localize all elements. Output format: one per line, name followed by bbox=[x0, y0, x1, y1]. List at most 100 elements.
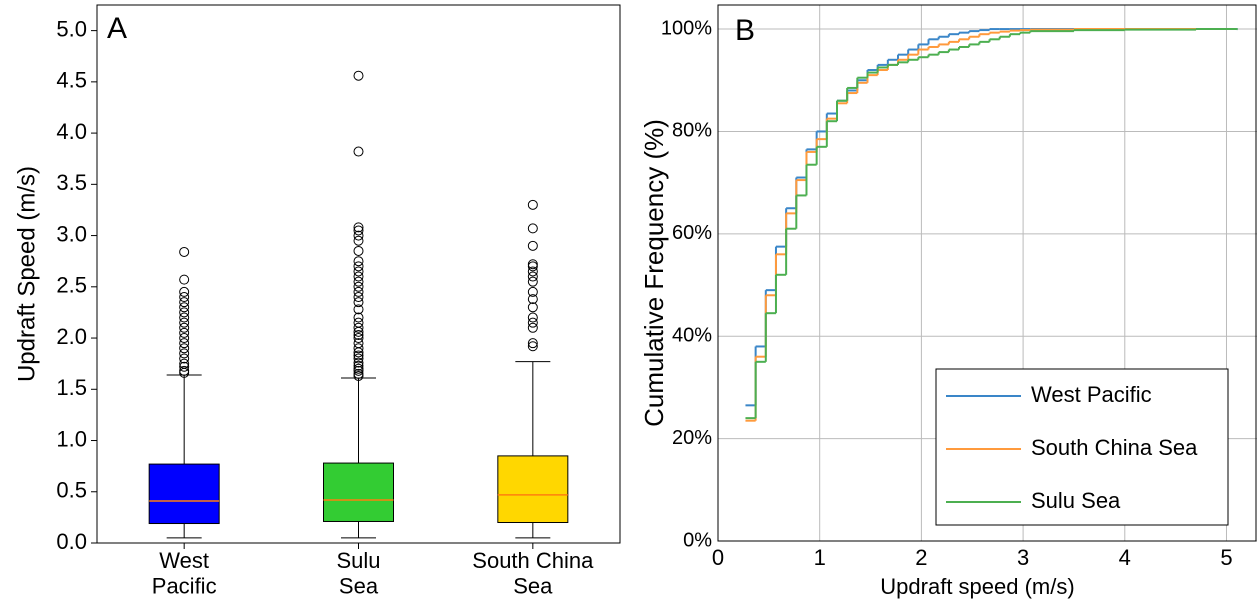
flier bbox=[179, 361, 190, 372]
y-tick-label: 80% bbox=[672, 120, 712, 142]
x-tick-label: 1 bbox=[814, 545, 826, 570]
flier bbox=[179, 274, 190, 285]
plot-frame bbox=[717, 4, 1257, 542]
x-tick-label: West Pacific bbox=[152, 548, 217, 598]
x-tick-label: 3 bbox=[1017, 545, 1029, 570]
y-tick-label: 0.5 bbox=[56, 478, 87, 503]
flier bbox=[353, 276, 364, 287]
legend-label: West Pacific bbox=[1031, 382, 1152, 407]
flier bbox=[527, 223, 538, 234]
flier bbox=[353, 261, 364, 272]
flier bbox=[179, 338, 190, 349]
y-tick-label: 4.0 bbox=[56, 119, 87, 144]
flier bbox=[353, 245, 364, 256]
flier bbox=[179, 302, 190, 313]
x-axis-title: Updraft speed (m/s) bbox=[880, 574, 1074, 599]
flier bbox=[353, 333, 364, 344]
x-tick-label: South China Sea bbox=[472, 548, 594, 598]
flier bbox=[179, 307, 190, 318]
flier bbox=[527, 199, 538, 210]
flier bbox=[179, 358, 190, 369]
flier bbox=[179, 322, 190, 333]
y-tick-label: 1.5 bbox=[56, 375, 87, 400]
flier bbox=[353, 266, 364, 277]
box bbox=[148, 463, 220, 525]
flier bbox=[353, 286, 364, 297]
y-axis-title: Cumulative Frequency (%) bbox=[639, 119, 669, 427]
x-tick-label: Sulu Sea bbox=[336, 548, 380, 598]
flier bbox=[179, 333, 190, 344]
flier bbox=[527, 294, 538, 305]
flier bbox=[527, 276, 538, 287]
flier bbox=[353, 312, 364, 323]
flier bbox=[179, 327, 190, 338]
flier bbox=[353, 281, 364, 292]
y-tick-label: 40% bbox=[672, 325, 712, 347]
flier bbox=[353, 271, 364, 282]
flier bbox=[353, 225, 364, 236]
flier bbox=[527, 317, 538, 328]
y-tick-label: 60% bbox=[672, 222, 712, 244]
box bbox=[497, 455, 569, 524]
flier bbox=[179, 343, 190, 354]
flier bbox=[527, 261, 538, 272]
x-tick-label: 5 bbox=[1220, 545, 1232, 570]
legend-label: Sulu Sea bbox=[1031, 488, 1121, 513]
flier bbox=[353, 146, 364, 157]
y-tick-label: 0.0 bbox=[56, 529, 87, 554]
flier bbox=[353, 353, 364, 364]
y-tick-label: 4.5 bbox=[56, 68, 87, 93]
x-tick-label: 4 bbox=[1119, 545, 1131, 570]
flier bbox=[353, 317, 364, 328]
panel-label: B bbox=[735, 14, 755, 47]
flier bbox=[179, 353, 190, 364]
flier bbox=[527, 302, 538, 313]
flier bbox=[179, 312, 190, 323]
legend-label: South China Sea bbox=[1031, 435, 1198, 460]
y-axis-title: Updraft Speed (m/s) bbox=[13, 166, 40, 382]
flier bbox=[353, 256, 364, 267]
flier bbox=[353, 235, 364, 246]
flier bbox=[179, 292, 190, 303]
flier bbox=[527, 286, 538, 297]
flier bbox=[353, 322, 364, 333]
flier bbox=[353, 230, 364, 241]
flier bbox=[527, 259, 538, 270]
y-tick-label: 0% bbox=[683, 529, 712, 551]
panel-label: A bbox=[107, 12, 127, 45]
box bbox=[323, 462, 394, 522]
y-tick-label: 5.0 bbox=[56, 16, 87, 41]
y-tick-label: 3.5 bbox=[56, 170, 87, 195]
y-tick-label: 20% bbox=[672, 427, 712, 449]
y-tick-label: 3.0 bbox=[56, 221, 87, 246]
flier bbox=[353, 329, 364, 340]
flier bbox=[527, 271, 538, 282]
x-tick-label: 2 bbox=[915, 545, 927, 570]
flier bbox=[527, 266, 538, 277]
flier bbox=[179, 297, 190, 308]
y-tick-label: 2.0 bbox=[56, 324, 87, 349]
flier bbox=[353, 363, 364, 374]
flier bbox=[353, 338, 364, 349]
flier bbox=[353, 357, 364, 368]
flier bbox=[353, 343, 364, 354]
x-tick-label: 0 bbox=[712, 545, 724, 570]
flier bbox=[527, 312, 538, 323]
flier bbox=[527, 341, 538, 352]
flier bbox=[353, 304, 364, 315]
flier bbox=[353, 360, 364, 371]
flier bbox=[353, 297, 364, 308]
flier bbox=[353, 368, 364, 379]
flier bbox=[527, 338, 538, 349]
flier bbox=[179, 317, 190, 328]
flier bbox=[527, 322, 538, 333]
flier bbox=[179, 246, 190, 257]
y-tick-label: 1.0 bbox=[56, 426, 87, 451]
flier bbox=[527, 240, 538, 251]
flier bbox=[179, 286, 190, 297]
flier bbox=[179, 365, 190, 376]
flier bbox=[353, 292, 364, 303]
y-tick-label: 2.5 bbox=[56, 273, 87, 298]
flier bbox=[353, 222, 364, 233]
